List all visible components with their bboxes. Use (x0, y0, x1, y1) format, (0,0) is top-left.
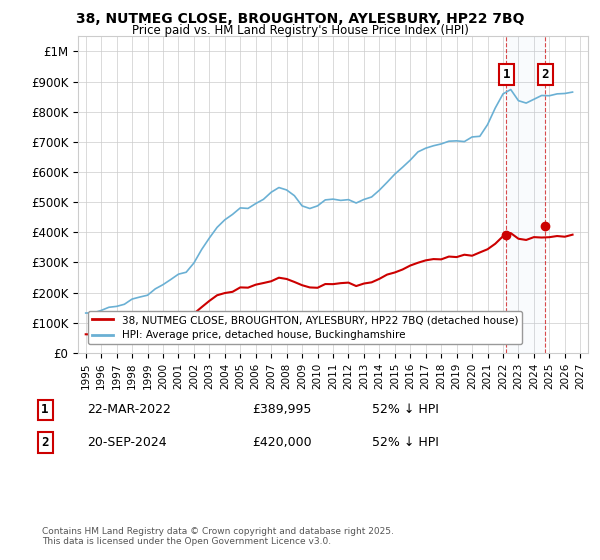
Text: 2: 2 (41, 436, 49, 449)
Text: 1: 1 (503, 68, 510, 81)
Legend: 38, NUTMEG CLOSE, BROUGHTON, AYLESBURY, HP22 7BQ (detached house), HPI: Average : 38, NUTMEG CLOSE, BROUGHTON, AYLESBURY, … (88, 311, 523, 344)
Text: 38, NUTMEG CLOSE, BROUGHTON, AYLESBURY, HP22 7BQ: 38, NUTMEG CLOSE, BROUGHTON, AYLESBURY, … (76, 12, 524, 26)
Text: 20-SEP-2024: 20-SEP-2024 (87, 436, 167, 449)
Text: £420,000: £420,000 (252, 436, 311, 449)
Text: 2: 2 (541, 68, 549, 81)
Text: Contains HM Land Registry data © Crown copyright and database right 2025.
This d: Contains HM Land Registry data © Crown c… (42, 526, 394, 546)
Bar (506, 36, 545, 353)
Text: 1: 1 (41, 403, 49, 417)
Text: Price paid vs. HM Land Registry's House Price Index (HPI): Price paid vs. HM Land Registry's House … (131, 24, 469, 37)
Text: £389,995: £389,995 (252, 403, 311, 417)
Text: 52% ↓ HPI: 52% ↓ HPI (372, 436, 439, 449)
Text: 22-MAR-2022: 22-MAR-2022 (87, 403, 171, 417)
Text: 52% ↓ HPI: 52% ↓ HPI (372, 403, 439, 417)
